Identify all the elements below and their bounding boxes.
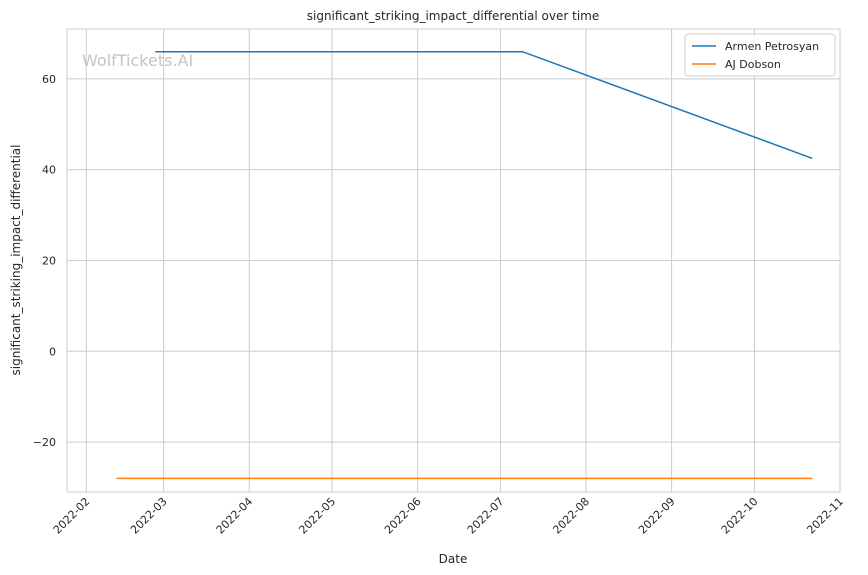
y-tick-label: −20 bbox=[33, 436, 56, 449]
plot-area-frame bbox=[66, 28, 841, 493]
legend-box bbox=[684, 33, 836, 77]
y-tick-label: 0 bbox=[49, 345, 56, 358]
x-axis-label: Date bbox=[439, 552, 468, 566]
gridlines bbox=[67, 29, 841, 492]
y-tick-label: 40 bbox=[42, 164, 56, 177]
legend-label: Armen Petrosyan bbox=[725, 40, 819, 53]
legend-label: AJ Dobson bbox=[725, 58, 781, 71]
y-tick-label: 60 bbox=[42, 73, 56, 86]
series-lines bbox=[116, 50, 813, 480]
chart-title: significant_striking_impact_differential… bbox=[307, 9, 599, 23]
y-tick-label: 20 bbox=[42, 255, 56, 268]
y-axis-label: significant_striking_impact_differential bbox=[9, 145, 23, 376]
watermark-text: WolfTickets.AI bbox=[82, 51, 193, 70]
series-line-0 bbox=[155, 50, 813, 160]
legend: Armen Petrosyan AJ Dobson bbox=[684, 33, 836, 77]
